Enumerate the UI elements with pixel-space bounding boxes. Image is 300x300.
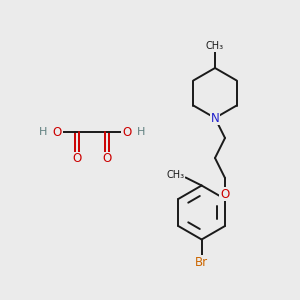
Text: H: H: [137, 127, 145, 137]
Text: O: O: [72, 152, 82, 166]
Text: N: N: [211, 112, 219, 124]
Text: O: O: [52, 125, 62, 139]
Text: Br: Br: [195, 256, 208, 269]
Text: CH₃: CH₃: [206, 41, 224, 51]
Text: CH₃: CH₃: [167, 170, 185, 181]
Text: O: O: [122, 125, 132, 139]
Text: H: H: [39, 127, 47, 137]
Text: O: O: [220, 188, 230, 200]
Text: O: O: [220, 188, 230, 200]
Text: O: O: [102, 152, 112, 166]
